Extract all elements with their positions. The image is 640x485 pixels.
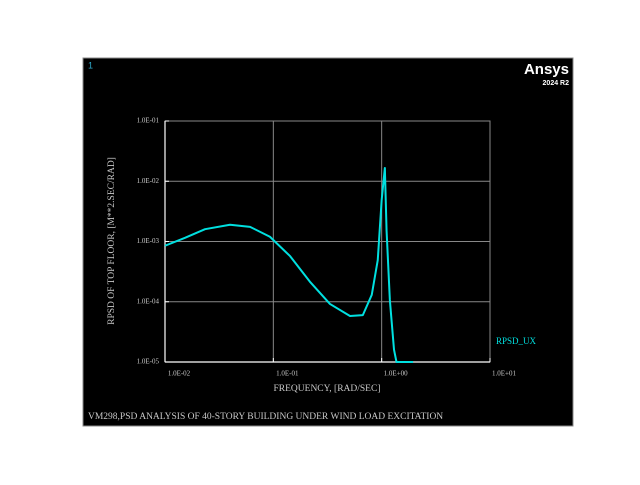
legend-label: RPSD_UX bbox=[496, 336, 537, 346]
y-tick-label: 1.0E-05 bbox=[137, 358, 160, 366]
x-tick-label: 1.0E-02 bbox=[168, 370, 191, 378]
y-axis-label: RPSD OF TOP FLOOR, [M**2.SEC/RAD] bbox=[107, 157, 117, 325]
y-tick-label: 1.0E-04 bbox=[137, 297, 160, 305]
logo: Ansys bbox=[524, 61, 569, 78]
y-tick-label: 1.0E-03 bbox=[137, 237, 160, 245]
plot-area: 1.0E-01 1.0E-02 1.0E-03 1.0E-04 1.0E-05 1.0E-… bbox=[137, 117, 537, 378]
x-axis-label: FREQUENCY, [RAD/SEC] bbox=[274, 384, 381, 394]
x-tick-label: 1.0E+01 bbox=[492, 370, 516, 378]
data-line bbox=[164, 166, 414, 363]
x-tick-label: 1.0E-01 bbox=[276, 370, 299, 378]
x-tick-label: 1.0E+00 bbox=[384, 370, 408, 378]
y-tick-label: 1.0E-01 bbox=[137, 117, 160, 125]
title: VM298,PSD ANALYSIS OF 40-STORY BUILDING … bbox=[88, 412, 443, 422]
window-number: 1 bbox=[88, 60, 93, 70]
y-tick-label: 1.0E-02 bbox=[137, 177, 160, 185]
version: 2024 R2 bbox=[543, 80, 570, 87]
